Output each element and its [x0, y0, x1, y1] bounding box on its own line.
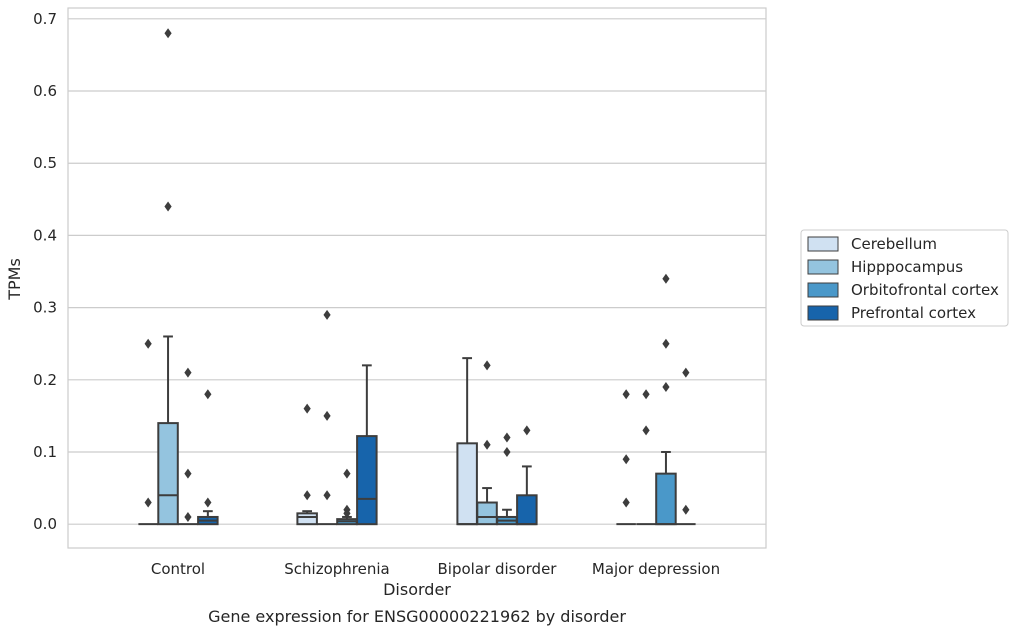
- outlier-point: [323, 490, 331, 501]
- legend-swatch: [807, 236, 839, 252]
- legend-swatch: [807, 305, 839, 321]
- box: [516, 494, 538, 526]
- legend-label: Cerebellum: [851, 235, 937, 253]
- outlier-point: [503, 432, 511, 443]
- box-3-1: [356, 364, 378, 526]
- box-1-2: [476, 487, 498, 526]
- y-axis-ticks: 0.0 0.1 0.2 0.3 0.4 0.5 0.6 0.7: [33, 10, 57, 533]
- y-tick-label: 0.7: [33, 10, 57, 28]
- outlier-point: [204, 389, 212, 400]
- legend-swatch: [807, 282, 839, 298]
- y-tick-label: 0.2: [33, 371, 57, 389]
- y-tick-label: 0.3: [33, 299, 57, 317]
- outlier-point: [184, 367, 192, 378]
- grid-lines: [68, 18, 766, 525]
- y-tick-label: 0.1: [33, 443, 57, 461]
- box-2-2: [496, 508, 518, 526]
- box: [655, 472, 677, 526]
- x-tick-label: Major depression: [592, 560, 720, 578]
- outlier-point: [662, 338, 670, 349]
- outlier-point: [642, 389, 650, 400]
- outlier-point: [483, 439, 491, 450]
- box-plots: [138, 335, 696, 526]
- outlier-point: [622, 454, 630, 465]
- box-3-0: [197, 510, 219, 526]
- y-tick-label: 0.4: [33, 226, 57, 244]
- plot-frame: [67, 7, 767, 549]
- legend-label: Orbitofrontal cortex: [851, 281, 999, 299]
- legend: Cerebellum Hipppocampus Orbitofrontal cort…: [800, 229, 1009, 327]
- legend-label: Prefrontal cortex: [851, 304, 976, 322]
- box-2-3: [655, 450, 677, 526]
- x-tick-label: Control: [151, 560, 205, 578]
- outlier-point: [164, 28, 172, 39]
- outlier-point: [144, 497, 152, 508]
- outlier-point: [184, 511, 192, 522]
- box-3-2: [516, 465, 538, 526]
- box-0-1: [296, 510, 318, 526]
- legend-swatch: [807, 259, 839, 275]
- outlier-point: [323, 410, 331, 421]
- outlier-point: [642, 425, 650, 436]
- outlier-point: [682, 504, 690, 515]
- outlier-point: [303, 490, 311, 501]
- box: [476, 501, 498, 526]
- legend-label: Hipppocampus: [851, 258, 963, 276]
- x-axis-label: Disorder: [383, 580, 451, 599]
- outlier-point: [483, 360, 491, 371]
- outlier-point: [662, 273, 670, 284]
- x-tick-label: Schizophrenia: [284, 560, 389, 578]
- outlier-point: [144, 338, 152, 349]
- outlier-point: [303, 403, 311, 414]
- box: [456, 442, 478, 526]
- outlier-point: [622, 497, 630, 508]
- box: [157, 422, 179, 526]
- y-tick-label: 0.0: [33, 515, 57, 533]
- outlier-point: [682, 367, 690, 378]
- box-1-0: [157, 335, 179, 526]
- box: [356, 435, 378, 526]
- outlier-point: [343, 468, 351, 479]
- outlier-point: [503, 446, 511, 457]
- outlier-point: [164, 201, 172, 212]
- box: [296, 512, 318, 526]
- x-axis-ticks: Control Schizophrenia Bipolar disorder Majo…: [151, 560, 720, 578]
- outlier-point: [323, 309, 331, 320]
- outlier-point: [184, 468, 192, 479]
- y-axis-label: TPMs: [5, 258, 24, 301]
- outlier-point: [204, 497, 212, 508]
- outliers: [144, 28, 690, 522]
- outlier-point: [523, 425, 531, 436]
- y-tick-label: 0.5: [33, 154, 57, 172]
- box-0-2: [456, 357, 478, 526]
- chart-title: Gene expression for ENSG00000221962 by d…: [208, 607, 626, 626]
- outlier-point: [662, 382, 670, 393]
- x-tick-label: Bipolar disorder: [438, 560, 558, 578]
- outlier-point: [622, 389, 630, 400]
- legend-frame: [800, 229, 1009, 327]
- outlier-point: [343, 508, 351, 519]
- y-tick-label: 0.6: [33, 82, 57, 100]
